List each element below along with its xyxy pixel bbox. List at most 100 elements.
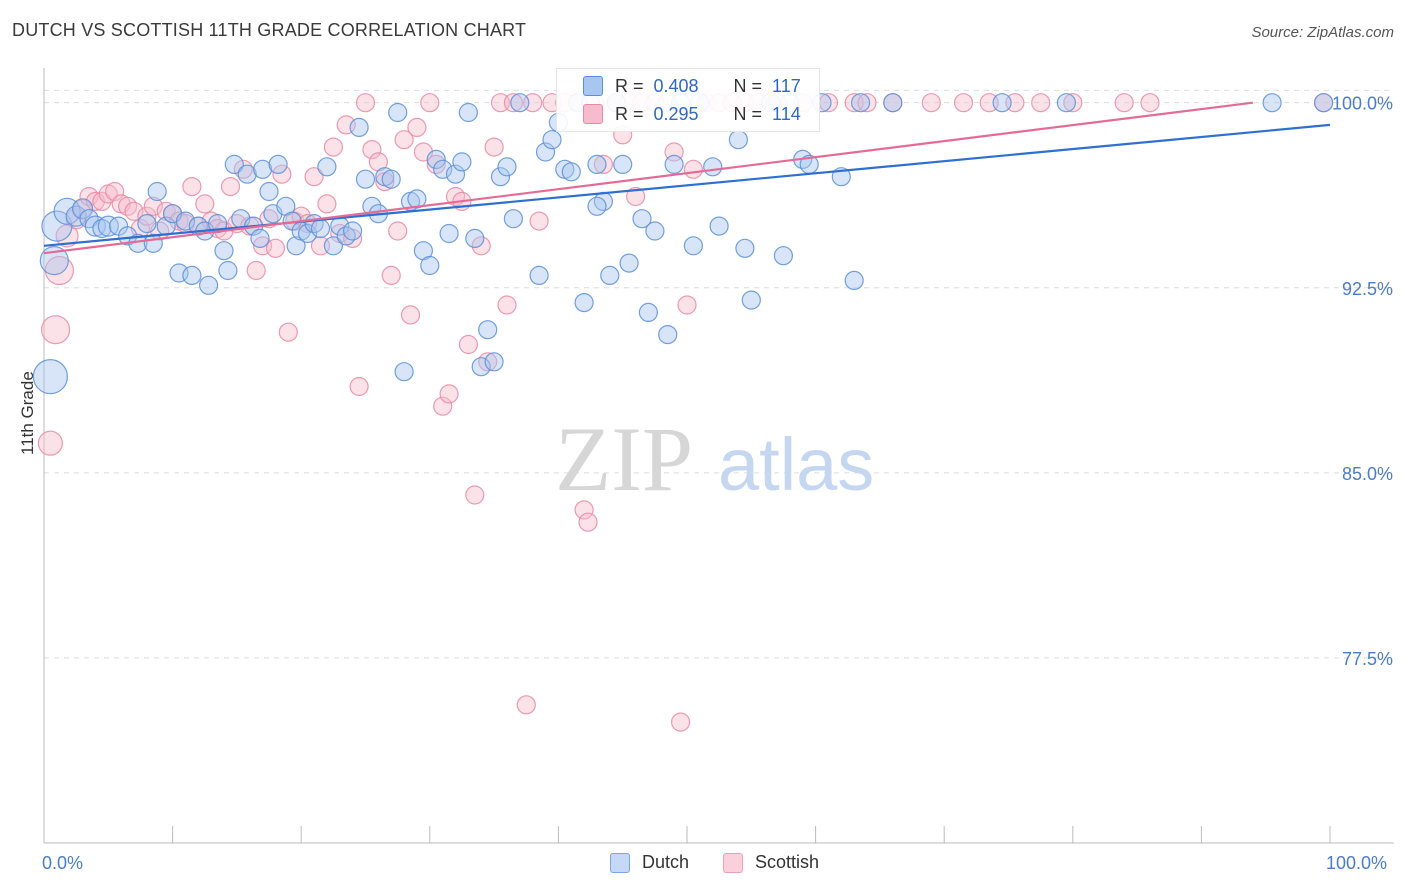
axes xyxy=(43,68,1394,844)
dutch-point-23 xyxy=(199,275,219,295)
dutch-point-31 xyxy=(250,228,270,248)
scottish-point-112 xyxy=(1140,93,1160,113)
scottish-point-61 xyxy=(433,396,453,416)
scottish-point-36 xyxy=(272,164,292,184)
dutch-point-83 xyxy=(587,154,607,174)
dutch-point-62 xyxy=(439,223,459,244)
scottish-point-37 xyxy=(278,322,298,342)
dutch-point-114 xyxy=(1262,93,1282,113)
scottish-point-1 xyxy=(40,315,71,345)
scottish-point-59 xyxy=(420,93,440,113)
dutch-point-27 xyxy=(224,154,244,174)
dutch-point-93 xyxy=(664,154,684,174)
scottish-point-80 xyxy=(578,512,598,532)
dutch-points xyxy=(32,93,1334,395)
scottish-point-110 xyxy=(1063,93,1083,113)
scottish-point-28 xyxy=(220,177,241,197)
scottish-point-79 xyxy=(574,500,594,520)
scottish-point-24 xyxy=(195,194,215,214)
dutch-point-70 xyxy=(490,167,511,187)
dutch-point-13 xyxy=(137,214,157,234)
dutch-point-95 xyxy=(683,236,704,256)
scottish-point-41 xyxy=(304,167,324,187)
scottish-trend-line xyxy=(43,101,1253,255)
dutch-point-113 xyxy=(1056,93,1077,113)
legend-item-scottish[interactable]: Scottish xyxy=(723,852,819,873)
dutch-point-115 xyxy=(1313,93,1334,113)
scottish-point-10 xyxy=(105,181,125,202)
scottish-point-106 xyxy=(953,93,974,113)
dutch-point-75 xyxy=(535,142,556,162)
stats-legend: R = 0.408 N = 117 R = 0.295 N = 114 xyxy=(556,68,820,132)
scottish-point-75 xyxy=(529,211,549,231)
scottish-point-109 xyxy=(1031,93,1051,113)
scottish-point-60 xyxy=(426,154,446,174)
scottish-point-57 xyxy=(407,117,427,138)
dutch-point-49 xyxy=(355,169,376,189)
scottish-point-48 xyxy=(349,376,369,397)
scottish-point-69 xyxy=(484,137,504,157)
legend-scottish-swatch xyxy=(723,852,744,873)
scottish-point-105 xyxy=(921,93,941,113)
scottish-point-2 xyxy=(44,255,75,286)
dutch-point-90 xyxy=(638,302,659,322)
scottish-point-53 xyxy=(381,265,401,285)
dutch-point-69 xyxy=(484,352,504,372)
scottish-point-93 xyxy=(683,159,704,179)
scottish-point-44 xyxy=(323,137,343,157)
scottish-point-103 xyxy=(857,93,877,113)
scottish-point-71 xyxy=(497,295,517,315)
y-tick-label-1: 85.0% xyxy=(1342,464,1393,484)
dutch-point-57 xyxy=(407,189,427,209)
dutch-point-42 xyxy=(310,218,331,239)
scottish-point-65 xyxy=(458,334,478,355)
y-tick-label-0: 77.5% xyxy=(1342,649,1393,669)
dutch-point-8 xyxy=(92,218,112,239)
trend-lines xyxy=(43,101,1331,255)
dutch-point-110 xyxy=(850,93,871,113)
scottish-r-label: R = xyxy=(615,103,644,124)
dutch-point-43 xyxy=(317,157,337,177)
legend-dutch-label: Dutch xyxy=(642,852,690,872)
watermark-atlas: atlas xyxy=(718,423,874,506)
dutch-point-92 xyxy=(658,325,678,345)
scottish-point-55 xyxy=(394,130,414,150)
dutch-point-2 xyxy=(41,210,73,242)
dutch-point-64 xyxy=(452,152,472,172)
dutch-point-66 xyxy=(465,228,485,248)
x-tick-label-max: 100.0% xyxy=(1326,853,1388,873)
scottish-point-54 xyxy=(388,221,408,241)
dutch-point-97 xyxy=(703,157,723,177)
scottish-point-91 xyxy=(670,712,691,732)
dutch-point-44 xyxy=(323,236,343,256)
scottish-point-43 xyxy=(317,194,337,214)
dutch-point-29 xyxy=(237,164,257,184)
legend-item-dutch[interactable]: Dutch xyxy=(610,852,689,873)
watermark: ZIP atlas xyxy=(555,408,874,510)
scottish-point-32 xyxy=(246,260,266,281)
bottom-legend: Dutch Scottish xyxy=(610,852,853,873)
scottish-point-15 xyxy=(137,206,157,226)
dutch-swatch xyxy=(583,76,603,96)
dutch-point-9 xyxy=(97,215,119,237)
scottish-n-label: N = xyxy=(733,103,763,124)
dutch-point-116 xyxy=(587,196,607,216)
scottish-n-value: 114 xyxy=(772,103,801,124)
scottish-r-value: 0.295 xyxy=(653,103,699,124)
dutch-point-20 xyxy=(182,265,202,285)
dutch-point-33 xyxy=(259,181,279,202)
watermark-zip: ZIP xyxy=(555,408,693,510)
dutch-point-76 xyxy=(542,130,562,150)
dutch-point-61 xyxy=(433,159,453,179)
dutch-point-71 xyxy=(497,157,517,177)
dutch-point-15 xyxy=(147,181,167,202)
dutch-point-100 xyxy=(735,238,755,258)
dutch-point-32 xyxy=(253,159,273,179)
scottish-point-111 xyxy=(1114,93,1134,113)
dutch-point-72 xyxy=(503,209,524,229)
dutch-point-47 xyxy=(343,221,363,241)
scottish-point-67 xyxy=(471,236,491,256)
dutch-point-85 xyxy=(600,265,620,285)
stats-row-dutch: R = 0.408 N = 117 xyxy=(583,73,801,99)
dutch-point-55 xyxy=(394,362,414,382)
